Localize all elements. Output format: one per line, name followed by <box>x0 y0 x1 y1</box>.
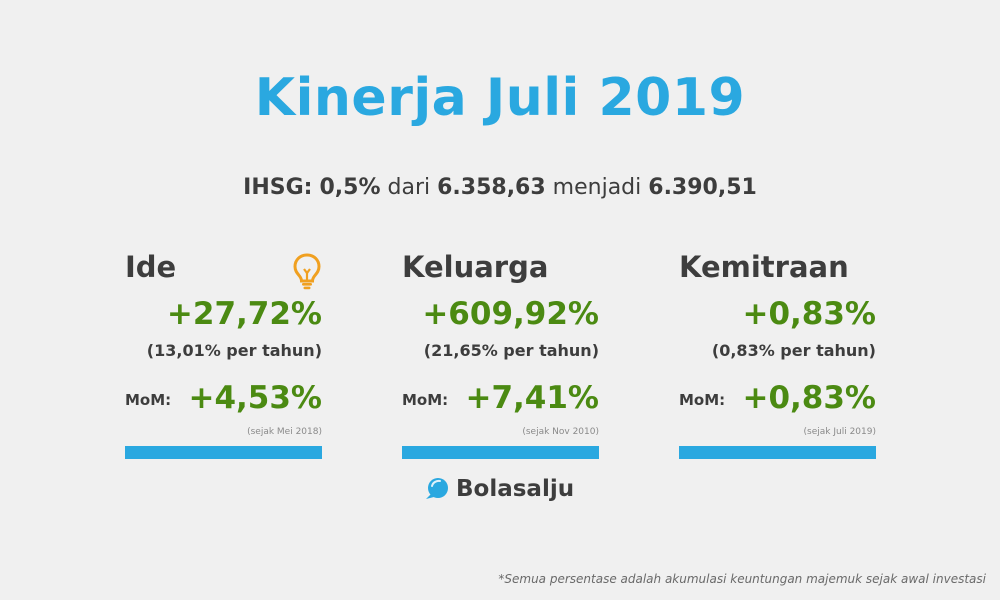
mom-label: MoM: <box>125 391 172 409</box>
divider-bar <box>679 446 876 459</box>
portfolio-annual-return: (0,83% per tahun) <box>711 341 876 360</box>
ihsg-label: IHSG: <box>243 175 313 200</box>
mom-value: +7,41% <box>465 380 599 416</box>
portfolio-name: Keluarga <box>402 250 549 284</box>
portfolio-name: Ide <box>125 250 177 284</box>
ihsg-from-word: dari <box>387 175 431 200</box>
ihsg-from-value: 6.358,63 <box>437 175 546 200</box>
footnote: *Semua persentase adalah akumulasi keunt… <box>498 572 986 586</box>
since-date: (sejak Nov 2010) <box>522 427 599 437</box>
page-title: Kinerja Juli 2019 <box>254 68 746 128</box>
portfolio-total-return: +609,92% <box>422 296 599 332</box>
portfolio-annual-return: (21,65% per tahun) <box>423 341 599 360</box>
ihsg-to-word: menjadi <box>552 175 642 200</box>
lightbulb-icon <box>293 253 321 290</box>
since-date: (sejak Juli 2019) <box>803 427 876 437</box>
brand: Bolasalju <box>424 472 574 506</box>
portfolio-annual-return: (13,01% per tahun) <box>146 341 322 360</box>
divider-bar <box>125 446 322 459</box>
mom-value: +4,53% <box>188 380 322 416</box>
portfolio-kemitraan: Kemitraan +0,83% (0,83% per tahun) MoM: … <box>679 250 876 465</box>
brand-name: Bolasalju <box>456 476 575 502</box>
mom-label: MoM: <box>679 391 726 409</box>
portfolio-total-return: +27,72% <box>166 296 322 332</box>
ihsg-change: 0,5% <box>319 175 381 200</box>
ihsg-summary: IHSG: 0,5% dari 6.358,63 menjadi 6.390,5… <box>0 175 1000 200</box>
since-date: (sejak Mei 2018) <box>247 427 322 437</box>
divider-bar <box>402 446 599 459</box>
mom-value: +0,83% <box>742 380 876 416</box>
portfolio-keluarga: Keluarga +609,92% (21,65% per tahun) MoM… <box>402 250 599 465</box>
speech-bubble-logo-icon <box>426 478 448 499</box>
ihsg-to-value: 6.390,51 <box>648 175 757 200</box>
portfolio-ide: Ide +27,72% (13,01% per tahun) MoM: +4,5… <box>125 250 322 465</box>
portfolio-name: Kemitraan <box>679 250 849 284</box>
portfolio-total-return: +0,83% <box>742 296 876 332</box>
mom-label: MoM: <box>402 391 449 409</box>
